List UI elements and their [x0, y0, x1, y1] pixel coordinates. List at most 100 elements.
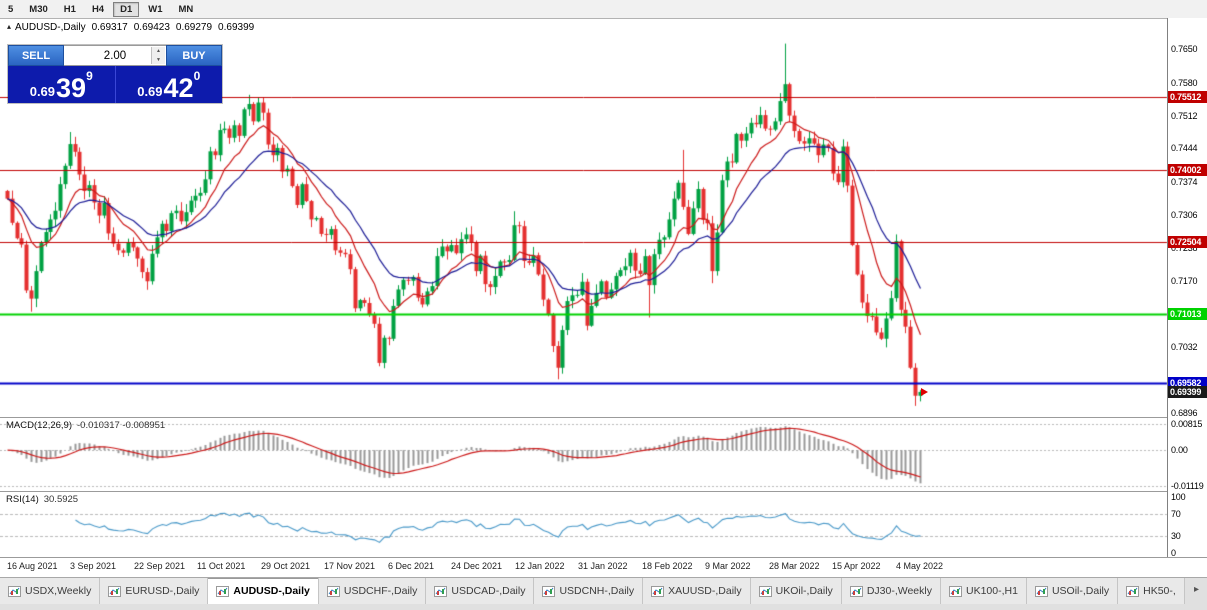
buy-price-pip: 0: [193, 69, 201, 83]
tab-label: USDCNH-,Daily: [559, 585, 635, 597]
tab-usdcnh-daily[interactable]: USDCNH-,Daily: [534, 578, 644, 604]
sell-price-main: 0.69: [29, 83, 56, 99]
chart-tab-icon: [1126, 585, 1140, 597]
rsi-panel-separator[interactable]: [0, 491, 1207, 492]
date-axis-label: 12 Jan 2022: [515, 561, 565, 571]
tabs-scroll-right-icon[interactable]: ▸: [1193, 584, 1199, 595]
chart-tab-icon: [326, 585, 340, 597]
chart-tab-icon: [758, 585, 772, 597]
tab-eurusd-daily[interactable]: EURUSD-,Daily: [100, 578, 209, 604]
date-axis-label: 9 Mar 2022: [705, 561, 751, 571]
chart-tab-icon: [434, 585, 448, 597]
price-axis-label: 0.7032: [1171, 342, 1198, 353]
tab-xauusd-daily[interactable]: XAUUSD-,Daily: [643, 578, 751, 604]
price-axis-border: [1167, 18, 1168, 557]
tab-label: UK100-,H1: [965, 585, 1018, 597]
volume-value: 2.00: [103, 49, 127, 62]
tab-label: USDCAD-,Daily: [451, 585, 526, 597]
tab-usdchf-daily[interactable]: USDCHF-,Daily: [318, 578, 427, 604]
volume-decrease-icon[interactable]: ▼: [152, 55, 165, 64]
timeframe-h1[interactable]: H1: [63, 3, 76, 15]
chart-tabs-bar: USDX,Weekly EURUSD-,Daily AUDUSD-,Daily USD…: [0, 577, 1207, 610]
volume-input[interactable]: 2.00 ▲ ▼: [64, 45, 166, 66]
price-axis[interactable]: 0.7650 0.7580 0.7512 0.7444 0.7374 0.7306 0.72…: [1168, 18, 1207, 558]
date-axis-label: 4 May 2022: [896, 561, 944, 571]
chart-symbol-label: AUDUSD-,Daily: [15, 22, 86, 33]
tab-label: USDCHF-,Daily: [343, 585, 418, 597]
macd-indicator-label: MACD(12,26,9) -0.010317 -0.008951: [6, 420, 165, 431]
chart-tab-icon: [542, 585, 556, 597]
chart-tab-icon: [8, 585, 21, 597]
chart-tab-icon: [108, 585, 122, 597]
timeframe-d1[interactable]: D1: [113, 1, 140, 17]
date-axis-label: 17 Nov 2021: [324, 561, 376, 571]
tab-label: USOil-,Daily: [1051, 585, 1110, 597]
macd-name: MACD(12,26,9): [6, 420, 72, 431]
price-axis-label: 0.7374: [1171, 177, 1198, 188]
tab-audusd-daily[interactable]: AUDUSD-,Daily: [208, 578, 319, 604]
timeframe-w1[interactable]: W1: [148, 3, 163, 15]
macd-axis-label: 0.00: [1171, 445, 1188, 456]
rsi-axis-label: 30: [1171, 531, 1181, 542]
one-click-trade-panel: SELL 2.00 ▲ ▼ BUY 0.69 39 9 0.69 42 0: [8, 45, 222, 103]
volume-increase-icon[interactable]: ▲: [152, 47, 165, 56]
rsi-name: RSI(14): [6, 494, 39, 505]
timeframe-5[interactable]: 5: [8, 3, 14, 15]
ohlc-low-value: 0.69279: [175, 22, 213, 33]
buy-price[interactable]: 0.69 42 0: [114, 66, 223, 103]
date-axis-label: 24 Dec 2021: [451, 561, 503, 571]
tab-label: UKOil-,Daily: [775, 585, 833, 597]
tab-usdcad-daily[interactable]: USDCAD-,Daily: [426, 578, 535, 604]
current-price-badge: 0.69399: [1168, 385, 1207, 398]
price-axis-label: 0.7580: [1171, 77, 1198, 88]
sell-price-pip: 9: [86, 69, 93, 83]
date-axis-label: 11 Oct 2021: [197, 561, 246, 571]
chart-tab-icon: [651, 585, 665, 597]
volume-stepper: ▲ ▼: [151, 47, 165, 64]
chart-tab-icon: [216, 585, 230, 597]
tab-usdx-weekly[interactable]: USDX,Weekly: [0, 578, 101, 604]
collapse-trade-panel-icon[interactable]: ▴: [7, 22, 12, 31]
date-axis[interactable]: 16 Aug 2021 3 Sep 2021 22 Sep 2021 11 Oct 2…: [0, 558, 1167, 577]
hline-price-badge: 0.72504: [1168, 236, 1207, 249]
tab-ukoil-daily[interactable]: UKOil-,Daily: [750, 578, 842, 604]
macd-values: -0.010317 -0.008951: [77, 420, 166, 431]
sell-price[interactable]: 0.69 39 9: [8, 66, 115, 103]
chart-tab-icon: [1034, 585, 1048, 597]
price-axis-label: 0.7170: [1171, 275, 1198, 286]
rsi-value: 30.5925: [43, 494, 79, 505]
date-axis-label: 29 Oct 2021: [261, 561, 311, 571]
rsi-axis-label: 0: [1171, 548, 1176, 558]
hline-price-badge: 0.71013: [1168, 308, 1207, 321]
chart-title-bar: ▴ AUDUSD-,Daily 0.69317 0.69423 0.69279 …: [7, 22, 254, 33]
sell-button[interactable]: SELL: [8, 45, 64, 66]
tab-hk50[interactable]: HK50-,: [1118, 578, 1185, 604]
buy-price-big: 42: [163, 72, 194, 103]
date-axis-label: 6 Dec 2021: [388, 561, 435, 571]
date-axis-label: 3 Sep 2021: [70, 561, 117, 571]
macd-axis-label: -0.01119: [1171, 481, 1204, 491]
date-axis-label: 22 Sep 2021: [134, 561, 186, 571]
hline-price-badge: 0.74002: [1168, 163, 1207, 176]
chart-tab-icon: [948, 585, 962, 597]
chart-tab-icon: [849, 585, 863, 597]
tab-uk100-h1[interactable]: UK100-,H1: [940, 578, 1027, 604]
tab-label: XAUUSD-,Daily: [668, 585, 742, 597]
tab-label: HK50-,: [1143, 585, 1176, 597]
date-axis-separator: [0, 557, 1207, 558]
buy-button[interactable]: BUY: [166, 45, 222, 66]
tab-dj30-weekly[interactable]: DJ30-,Weekly: [841, 578, 941, 604]
timeframe-mn[interactable]: MN: [178, 3, 194, 15]
price-chart-canvas[interactable]: [0, 18, 1207, 557]
ohlc-open-value: 0.69317: [91, 22, 128, 33]
tab-usoil-daily[interactable]: USOil-,Daily: [1026, 578, 1119, 604]
date-axis-label: 31 Jan 2022: [578, 561, 628, 571]
date-axis-label: 15 Apr 2022: [832, 561, 881, 571]
timeframe-h4[interactable]: H4: [91, 3, 105, 15]
tab-label: AUDUSD-,Daily: [233, 585, 310, 597]
macd-panel-separator[interactable]: [0, 417, 1207, 418]
tab-label: DJ30-,Weekly: [866, 585, 932, 597]
rsi-axis-label: 100: [1171, 492, 1186, 502]
timeframe-m30[interactable]: M30: [29, 3, 48, 15]
sell-trade-arrow-icon: [921, 388, 928, 396]
